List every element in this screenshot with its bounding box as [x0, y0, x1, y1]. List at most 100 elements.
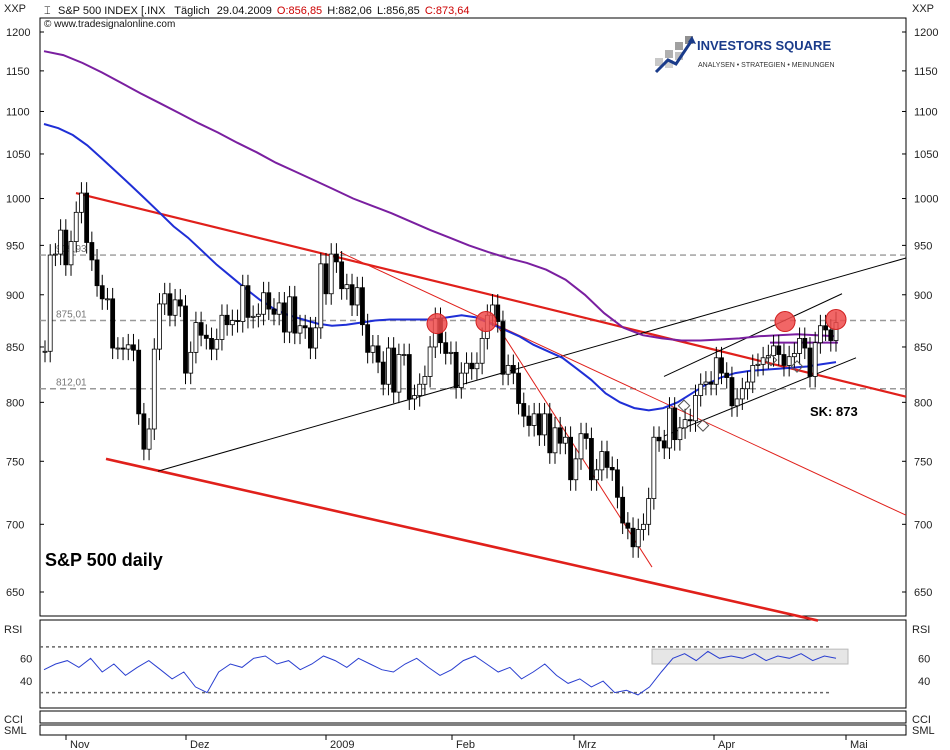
rsi-label-right: RSI [912, 624, 930, 636]
candle-body [47, 254, 53, 352]
y-tick-label: 750 [6, 456, 24, 468]
trend-line [157, 257, 907, 472]
candle-body [781, 354, 787, 366]
candle-body [755, 363, 761, 366]
rsi-line [43, 650, 837, 696]
candle-body [380, 361, 386, 385]
sml-label-left: SML [4, 725, 27, 737]
candle-body [604, 451, 610, 468]
candle-body [297, 325, 303, 334]
candle-body [235, 320, 240, 322]
candle-body [635, 529, 641, 548]
candle-body [271, 308, 277, 315]
candle-body [526, 415, 532, 426]
y-tick-label: 1200 [6, 27, 30, 39]
candle-body [578, 433, 584, 460]
candle-body [531, 413, 537, 426]
candle-body [354, 287, 360, 306]
candle-body [136, 349, 142, 415]
candle-body [724, 372, 730, 378]
close-annotation: SK: 873 [810, 404, 858, 419]
candle-body [417, 383, 423, 396]
candle-body [464, 362, 469, 374]
y-tick-label: 1000 [6, 194, 30, 206]
candle-body [313, 327, 319, 349]
candle-body [536, 413, 542, 436]
trend-line [339, 251, 907, 516]
candle-body [505, 365, 511, 375]
candle-body [229, 320, 235, 326]
candle-body [375, 345, 381, 363]
candle-body [479, 338, 485, 364]
candle-body [615, 469, 620, 498]
candle-body [630, 527, 636, 548]
candle-body [172, 299, 178, 316]
touch-marker [764, 353, 778, 367]
x-tick-label: Apr [718, 739, 735, 750]
candle-body [349, 284, 355, 306]
candle-body [589, 438, 594, 481]
candle-body [594, 469, 600, 481]
candle-body [360, 287, 365, 326]
candle-body [209, 338, 214, 350]
candle-body [734, 398, 740, 407]
axis-unit-right: XXP [912, 3, 934, 15]
candle-body [219, 314, 225, 340]
x-tick-label: 2009 [330, 739, 354, 750]
candle-body [167, 293, 173, 316]
candle-body [495, 304, 501, 322]
candle-body [396, 354, 402, 393]
y-tick-label: 1200 [914, 27, 938, 39]
y-tick-label: 1100 [914, 106, 938, 118]
candle-body [823, 325, 828, 331]
rsi-tick-label: 60 [918, 653, 930, 665]
open-value: O:856,85 [277, 5, 322, 17]
y-tick-label: 750 [914, 456, 932, 468]
candle-body [552, 427, 558, 454]
candle-body [667, 407, 672, 449]
candle-body [412, 395, 417, 400]
y-tick-label: 1150 [6, 66, 30, 78]
y-tick-label: 1050 [6, 149, 30, 161]
candle-body [120, 347, 126, 350]
y-tick-label: 950 [6, 240, 24, 252]
candle-body [745, 381, 750, 390]
rsi-range-box [651, 648, 849, 665]
candle-body [516, 372, 521, 404]
candle-body [427, 346, 433, 377]
candle-body [443, 342, 449, 354]
candle-body [255, 313, 261, 317]
candle-body [406, 354, 412, 400]
date: 29.04.2009 [217, 5, 272, 17]
investors-square-logo: INVESTORS SQUARE ANALYSEN • STRATEGIEN •… [654, 36, 835, 74]
pivot-marker [426, 313, 448, 335]
y-tick-label: 1050 [914, 149, 938, 161]
candle-body [266, 292, 272, 310]
source-url: © www.tradesignalonline.com [44, 19, 175, 30]
y-tick-label: 700 [914, 519, 932, 531]
candle-body [63, 229, 69, 266]
candle-body [557, 427, 563, 444]
pivot-marker [774, 311, 796, 333]
candle-icon: ⌶ [44, 5, 51, 17]
candle-body [302, 325, 308, 329]
candle-body [469, 362, 475, 370]
ma-long-line [43, 50, 837, 342]
candle-body [672, 407, 678, 441]
candle-body [599, 451, 605, 471]
candle-body [719, 357, 724, 374]
pivot-marker [825, 308, 847, 330]
candle-body [193, 322, 199, 353]
candle-body [458, 372, 464, 389]
svg-text:S&P 500 INDEX [.INX Tägl: S&P 500 INDEX [.INX Täglich 29.04.2009 O… [58, 5, 470, 17]
candle-body [510, 365, 516, 374]
trend-line [663, 357, 857, 437]
period: Täglich [174, 5, 209, 17]
candles [42, 182, 839, 558]
candle-body [573, 458, 579, 481]
candle-body [281, 302, 287, 333]
candle-body [791, 353, 797, 358]
close-value: C:873,64 [425, 5, 470, 17]
y-tick-label: 1000 [914, 194, 938, 206]
candle-body [344, 284, 350, 290]
